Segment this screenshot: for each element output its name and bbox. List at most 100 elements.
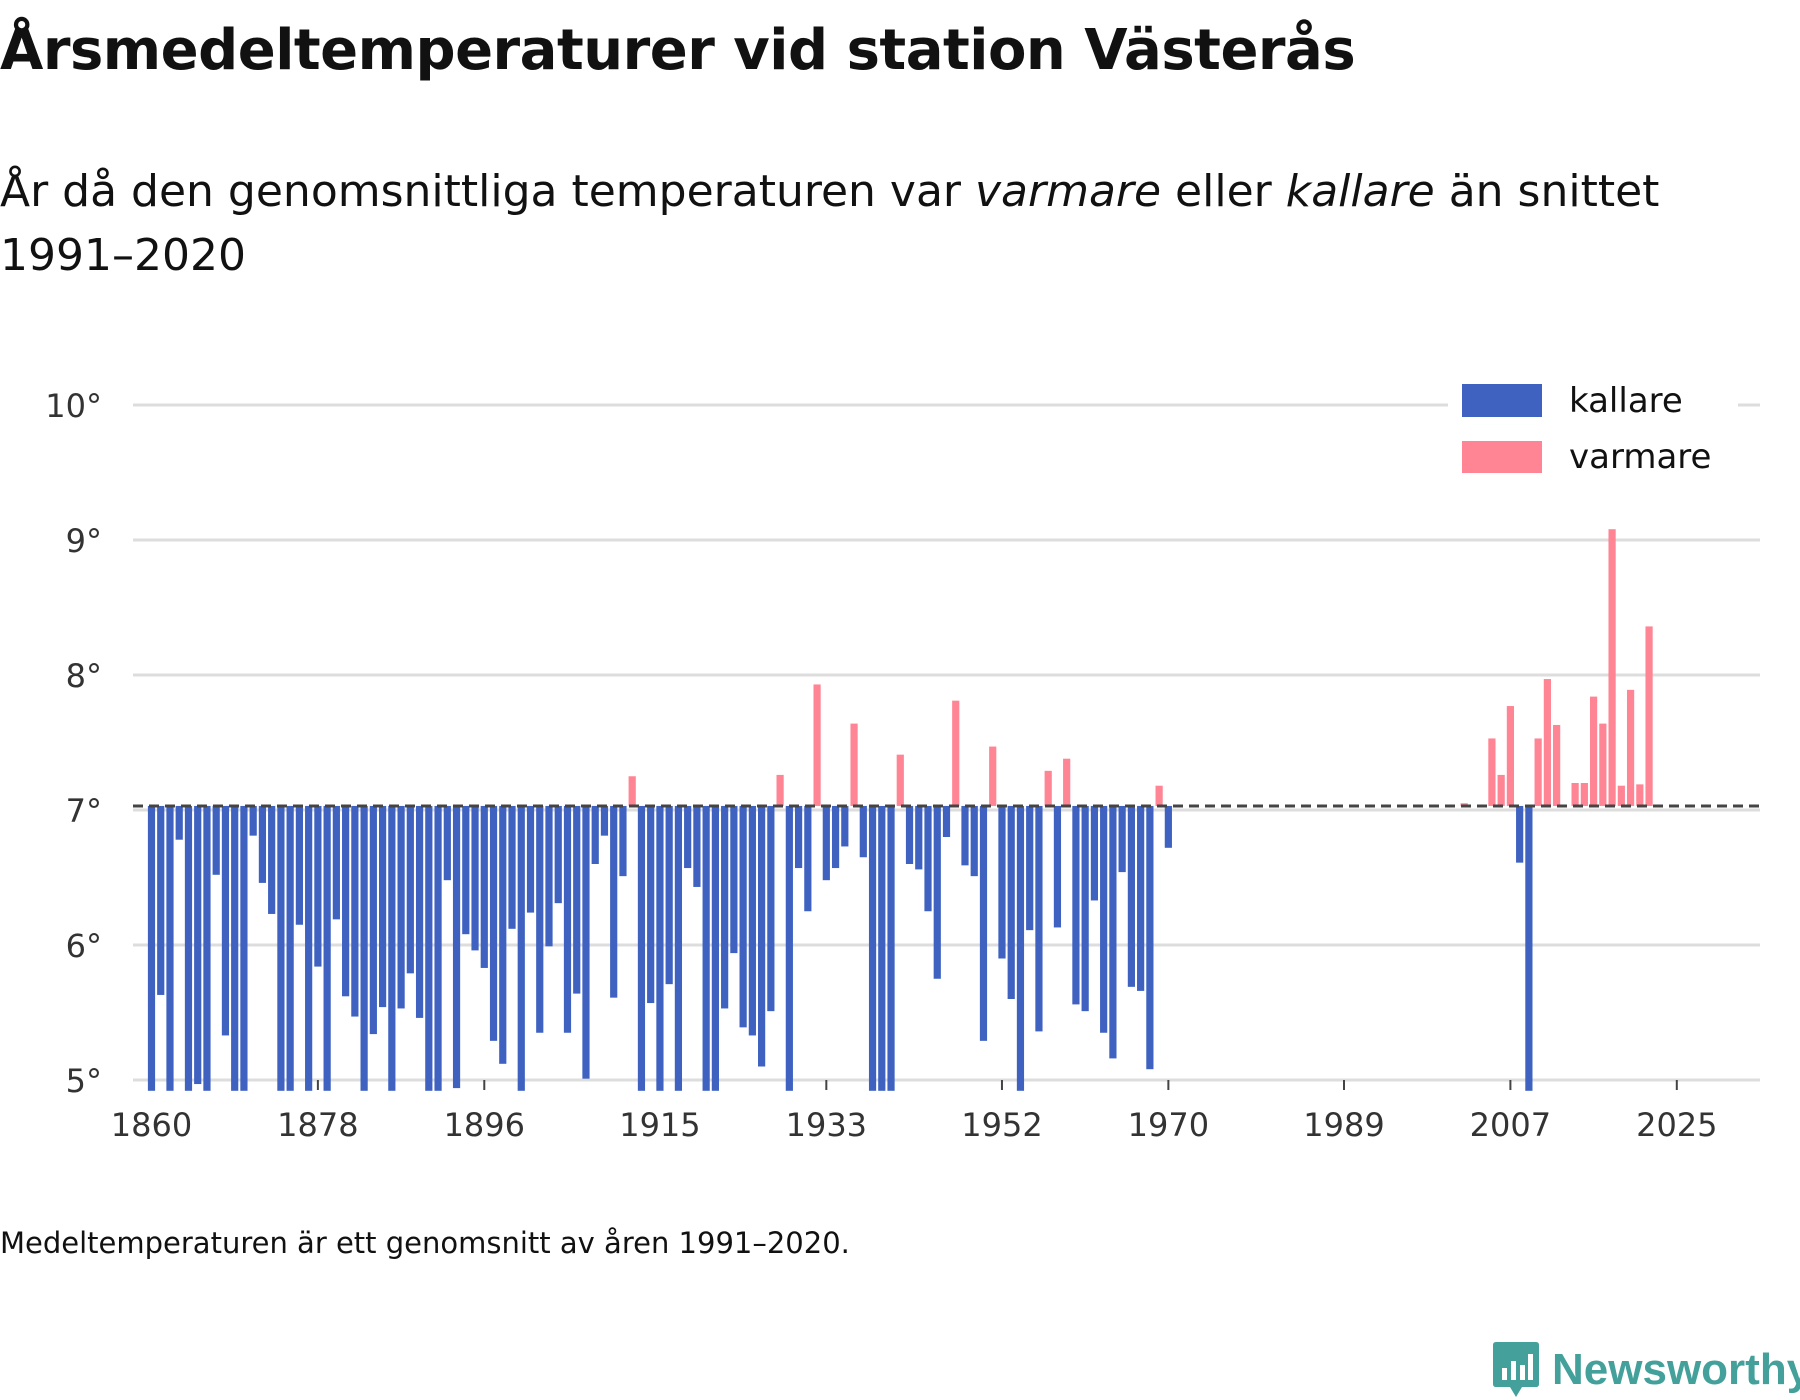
bar-colder-1889[interactable] — [415, 805, 424, 1018]
bar-warmer-1936[interactable] — [850, 723, 858, 806]
bar-colder-1958[interactable] — [1053, 805, 1062, 928]
bar-colder-1899[interactable] — [508, 805, 516, 929]
bar-colder-1966[interactable] — [1127, 805, 1135, 987]
bar-colder-1933[interactable] — [822, 805, 830, 881]
newsworthy-logo[interactable]: Newsworthy — [1492, 1340, 1800, 1400]
bar-warmer-2011[interactable] — [1543, 679, 1551, 806]
bar-colder-1903[interactable] — [545, 805, 553, 947]
bar-colder-1922[interactable] — [721, 805, 729, 1009]
bar-colder-1861[interactable] — [157, 805, 165, 995]
bar-colder-1960[interactable] — [1072, 805, 1080, 1005]
bar-colder-1937[interactable] — [859, 805, 867, 858]
bar-colder-1872[interactable] — [258, 805, 267, 883]
bar-colder-1898[interactable] — [499, 805, 507, 1064]
bar-colder-1930[interactable] — [794, 805, 803, 869]
bar-warmer-2017[interactable] — [1599, 723, 1607, 806]
bar-colder-1942[interactable] — [905, 805, 914, 864]
bar-colder-1931[interactable] — [804, 805, 812, 912]
bar-colder-1904[interactable] — [554, 805, 562, 904]
bar-colder-2009[interactable] — [1525, 805, 1533, 1091]
bar-colder-1896[interactable] — [480, 805, 488, 968]
bar-colder-1914[interactable] — [647, 805, 655, 1004]
bar-warmer-2019[interactable] — [1617, 785, 1625, 806]
bar-colder-1916[interactable] — [665, 805, 673, 985]
bar-colder-1865[interactable] — [194, 805, 202, 1085]
bar-colder-1873[interactable] — [268, 805, 276, 914]
bar-warmer-2018[interactable] — [1608, 529, 1616, 806]
bar-warmer-2005[interactable] — [1488, 738, 1496, 806]
bar-colder-1920[interactable] — [702, 805, 710, 1091]
bar-colder-1871[interactable] — [249, 805, 257, 836]
bar-colder-1934[interactable] — [831, 805, 840, 869]
bar-colder-1880[interactable] — [332, 805, 340, 920]
bar-warmer-2014[interactable] — [1571, 783, 1579, 806]
bar-warmer-1912[interactable] — [628, 776, 636, 806]
bar-warmer-1932[interactable] — [813, 684, 821, 806]
bar-colder-1909[interactable] — [600, 805, 609, 836]
bar-warmer-1928[interactable] — [776, 774, 784, 806]
bar-colder-1876[interactable] — [295, 805, 303, 925]
bar-colder-1948[interactable] — [961, 805, 969, 866]
bar-colder-1905[interactable] — [563, 805, 572, 1033]
bar-colder-1962[interactable] — [1090, 805, 1099, 901]
bar-colder-1935[interactable] — [841, 805, 849, 847]
bar-warmer-2012[interactable] — [1553, 724, 1561, 806]
bar-colder-1921[interactable] — [711, 805, 719, 1091]
bar-colder-1927[interactable] — [767, 805, 775, 1012]
bar-colder-1902[interactable] — [536, 805, 544, 1033]
bar-warmer-1957[interactable] — [1044, 770, 1052, 806]
bar-warmer-2007[interactable] — [1506, 706, 1514, 806]
bar-warmer-1941[interactable] — [896, 754, 904, 806]
bar-colder-1924[interactable] — [739, 805, 747, 1028]
bar-colder-1949[interactable] — [970, 805, 978, 877]
bar-colder-1965[interactable] — [1118, 805, 1126, 873]
bar-colder-1926[interactable] — [758, 805, 766, 1067]
bar-colder-1925[interactable] — [748, 805, 756, 1036]
bar-colder-1885[interactable] — [379, 805, 387, 1008]
bar-colder-1950[interactable] — [979, 805, 988, 1041]
bar-colder-1860[interactable] — [147, 805, 156, 1091]
bar-colder-1910[interactable] — [610, 805, 618, 998]
bar-colder-1953[interactable] — [1007, 805, 1015, 999]
bar-colder-1901[interactable] — [526, 805, 535, 913]
bar-colder-1882[interactable] — [351, 805, 359, 1017]
bar-colder-1870[interactable] — [240, 805, 248, 1091]
bar-colder-1881[interactable] — [342, 805, 350, 997]
bar-warmer-1969[interactable] — [1155, 785, 1163, 806]
bar-colder-2008[interactable] — [1516, 805, 1524, 863]
bar-colder-1875[interactable] — [286, 805, 294, 1091]
bar-colder-1952[interactable] — [998, 805, 1006, 959]
bar-colder-1897[interactable] — [489, 805, 498, 1041]
bar-warmer-2010[interactable] — [1534, 738, 1542, 806]
bar-colder-1955[interactable] — [1026, 805, 1034, 931]
bar-colder-1866[interactable] — [203, 805, 211, 1091]
bar-warmer-2015[interactable] — [1580, 783, 1588, 806]
bar-colder-1970[interactable] — [1164, 805, 1172, 848]
bar-warmer-2006[interactable] — [1497, 774, 1505, 806]
bar-colder-1918[interactable] — [684, 805, 692, 869]
bar-colder-1869[interactable] — [231, 805, 239, 1091]
bar-colder-1887[interactable] — [397, 805, 405, 1009]
bar-colder-1917[interactable] — [674, 805, 683, 1091]
bar-colder-1883[interactable] — [360, 805, 368, 1091]
bar-warmer-2021[interactable] — [1636, 784, 1644, 806]
bar-warmer-2016[interactable] — [1590, 696, 1598, 806]
bar-colder-1946[interactable] — [942, 805, 951, 837]
bar-colder-1867[interactable] — [212, 805, 220, 875]
bar-colder-1894[interactable] — [462, 805, 470, 935]
bar-colder-1892[interactable] — [443, 805, 451, 881]
bar-colder-1890[interactable] — [425, 805, 433, 1091]
bar-colder-1913[interactable] — [637, 805, 646, 1091]
bar-warmer-1959[interactable] — [1063, 758, 1071, 806]
bar-colder-1956[interactable] — [1035, 805, 1043, 1032]
bar-colder-1886[interactable] — [388, 805, 396, 1091]
bar-colder-1961[interactable] — [1081, 805, 1089, 1012]
bar-colder-1891[interactable] — [434, 805, 442, 1091]
bar-colder-1895[interactable] — [471, 805, 479, 951]
bar-warmer-1947[interactable] — [952, 700, 960, 806]
bar-colder-1907[interactable] — [582, 805, 590, 1079]
bar-colder-1968[interactable] — [1146, 805, 1154, 1070]
bar-colder-1888[interactable] — [406, 805, 414, 974]
bar-colder-1939[interactable] — [878, 805, 886, 1091]
bar-colder-1929[interactable] — [785, 805, 793, 1091]
